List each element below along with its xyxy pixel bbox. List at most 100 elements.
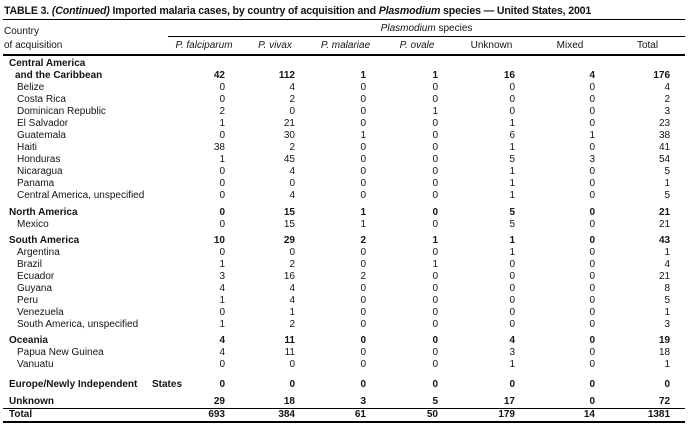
cell-value: 0 [219,219,225,230]
cell-value: 1 [664,307,671,318]
section-gap-cell [3,371,685,379]
cell-value: 0 [360,307,366,318]
cell-value: 5 [432,396,438,407]
table-row: Belize 0 4 0 0 0 0 4 [3,82,685,94]
cell-value: 5 [509,219,515,230]
cell-value: 0 [360,359,366,370]
cell-value: 4 [289,295,295,306]
cell-value: 0 [289,247,295,258]
cell-value: 1 [432,235,438,246]
cell-value: 21 [658,219,671,230]
group-header-row: Country Plasmodium species [3,20,686,37]
cell-value: 0 [432,142,438,153]
cell-value: 43 [658,235,671,246]
cell-value: 176 [653,70,671,81]
cell-value: 21 [283,118,295,129]
row-label: Dominican Republic [17,106,106,117]
cell-value: 0 [589,219,595,230]
row-label-part2: States [151,379,182,390]
cell-value [240,55,310,70]
cell-value: 0 [360,379,366,390]
cell-value: 41 [658,142,671,153]
cell-value: 1 [509,166,515,177]
table-row: Vanuatu 0 0 0 0 1 0 1 [3,359,685,371]
row-label: Central America, unspecified [17,190,145,201]
row-label: South America, unspecified [17,319,139,330]
row-label: Haiti [17,142,38,153]
column-header-row: of acquisition P. falciparum P. vivax P.… [3,36,686,56]
table-row: Venezuela 0 1 0 0 0 0 1 [3,307,685,319]
justified-row-label: Europe/Newly Independent States [9,379,182,391]
cell-value: 1 [432,259,438,270]
group-header-rest: species [435,23,473,34]
cell-value: 1 [664,247,671,258]
cell-value: 0 [219,379,225,390]
cell-value: 0 [589,319,595,330]
cell-value: 0 [509,295,515,306]
cell-value: 0 [289,359,295,370]
cell-value: 0 [589,178,595,189]
table-row: Europe/Newly Independent States 0 0 0 0 0 0 0 [3,379,685,391]
cell-value: 1 [509,359,515,370]
cell-value [610,55,685,70]
cell-value: 61 [310,408,381,423]
cell-value: 1 [360,207,366,218]
table-row: Papua New Guinea 4 11 0 0 3 0 18 [3,347,685,359]
cell-value: 0 [509,94,515,105]
cell-value: 5 [664,295,671,306]
cell-value: 1 [509,118,515,129]
table-title: TABLE 3. (Continued) Imported malaria ca… [3,4,685,20]
cell-value: 15 [283,219,295,230]
cell-value: 2 [664,94,671,105]
cell-value: 0 [360,166,366,177]
cell-value: 0 [589,94,595,105]
cell-value: 0 [509,379,515,390]
cell-value: 0 [589,359,595,370]
cell-value: 0 [219,359,225,370]
cell-value: 2 [289,259,295,270]
table-row: Total 693 384 61 50 179 14 1381 [3,408,686,423]
cell-value: 1 [664,359,671,370]
cell-value: 0 [360,295,366,306]
cell-value: 21 [658,207,671,218]
cell-value: 1 [219,154,225,165]
cell-value: 1381 [610,408,686,423]
group-header-italic: Plasmodium [380,23,436,34]
row-label: El Salvador [17,118,69,129]
plasmodium-species-group-header: Plasmodium species [168,20,686,37]
cell-value: 18 [283,396,295,407]
cell-value: 4 [509,335,515,346]
cell-value: 0 [360,154,366,165]
cell-value: 3 [509,347,515,358]
cell-value: 0 [432,154,438,165]
title-continued: (Continued) [51,5,110,17]
cell-value: 0 [360,335,366,346]
cell-value: 0 [589,142,595,153]
row-label: Total [3,408,168,423]
cell-value: 0 [589,396,595,407]
cell-value: 0 [589,283,595,294]
cell-value: 4 [289,82,295,93]
cell-value: 0 [589,106,595,117]
cell-value: 112 [278,70,295,81]
cell-value: 0 [360,94,366,105]
cell-value: 1 [360,70,366,81]
cell-value: 3 [664,319,671,330]
row-label: Oceania [9,335,48,346]
cell-value: 0 [432,130,438,141]
cell-value: 0 [509,271,515,282]
cell-value: 0 [589,335,595,346]
cell-value: 0 [589,271,595,282]
cell-value: 5 [664,190,671,201]
cell-value: 11 [284,335,295,346]
cell-value: 42 [213,70,225,81]
table-row: Brazil 1 2 0 1 0 0 4 [3,259,685,271]
cell-value: 4 [589,70,595,81]
cell-value: 0 [289,379,295,390]
cell-value: 1 [509,178,515,189]
cell-value: 1 [509,235,515,246]
table-row: Nicaragua 0 4 0 0 1 0 5 [3,166,685,178]
title-middle: Imported malaria cases, by country of ac… [109,5,379,17]
cell-value: 0 [589,166,595,177]
cell-value: 0 [432,295,438,306]
